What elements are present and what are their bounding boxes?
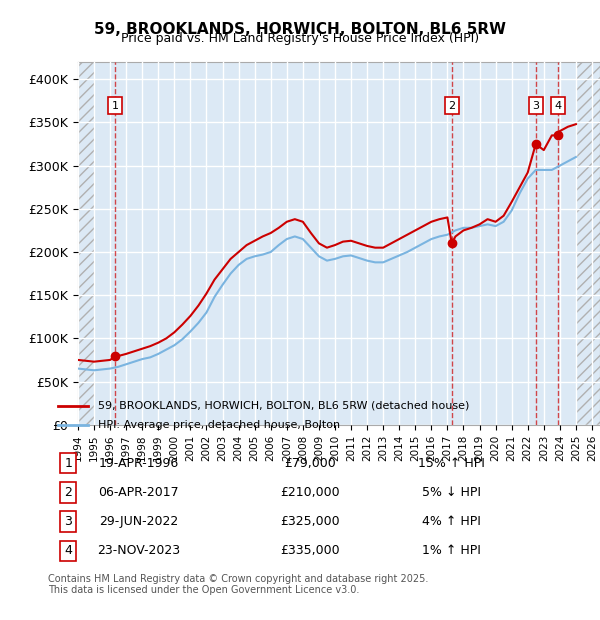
Text: 4: 4	[554, 100, 562, 110]
Text: £210,000: £210,000	[280, 486, 340, 499]
Text: Price paid vs. HM Land Registry's House Price Index (HPI): Price paid vs. HM Land Registry's House …	[121, 32, 479, 45]
Text: 2: 2	[448, 100, 455, 110]
Text: 1% ↑ HPI: 1% ↑ HPI	[422, 544, 481, 557]
Text: 06-APR-2017: 06-APR-2017	[98, 486, 179, 499]
Text: £79,000: £79,000	[284, 456, 336, 469]
Text: 23-NOV-2023: 23-NOV-2023	[97, 544, 180, 557]
Text: 4: 4	[64, 544, 72, 557]
Text: 1: 1	[64, 456, 72, 469]
Text: £335,000: £335,000	[280, 544, 340, 557]
Text: 19-APR-1996: 19-APR-1996	[98, 456, 179, 469]
Text: 3: 3	[532, 100, 539, 110]
Text: 3: 3	[64, 515, 72, 528]
Text: 1: 1	[112, 100, 118, 110]
Text: 59, BROOKLANDS, HORWICH, BOLTON, BL6 5RW: 59, BROOKLANDS, HORWICH, BOLTON, BL6 5RW	[94, 22, 506, 37]
Text: £325,000: £325,000	[280, 515, 340, 528]
Text: 2: 2	[64, 486, 72, 499]
Text: HPI: Average price, detached house, Bolton: HPI: Average price, detached house, Bolt…	[98, 420, 341, 430]
Text: 29-JUN-2022: 29-JUN-2022	[99, 515, 178, 528]
Text: 59, BROOKLANDS, HORWICH, BOLTON, BL6 5RW (detached house): 59, BROOKLANDS, HORWICH, BOLTON, BL6 5RW…	[98, 401, 470, 411]
Text: Contains HM Land Registry data © Crown copyright and database right 2025.
This d: Contains HM Land Registry data © Crown c…	[48, 574, 428, 595]
Text: 5% ↓ HPI: 5% ↓ HPI	[422, 486, 481, 499]
Text: 4% ↑ HPI: 4% ↑ HPI	[422, 515, 481, 528]
Bar	[78, 62, 94, 425]
Text: 15% ↑ HPI: 15% ↑ HPI	[418, 456, 485, 469]
